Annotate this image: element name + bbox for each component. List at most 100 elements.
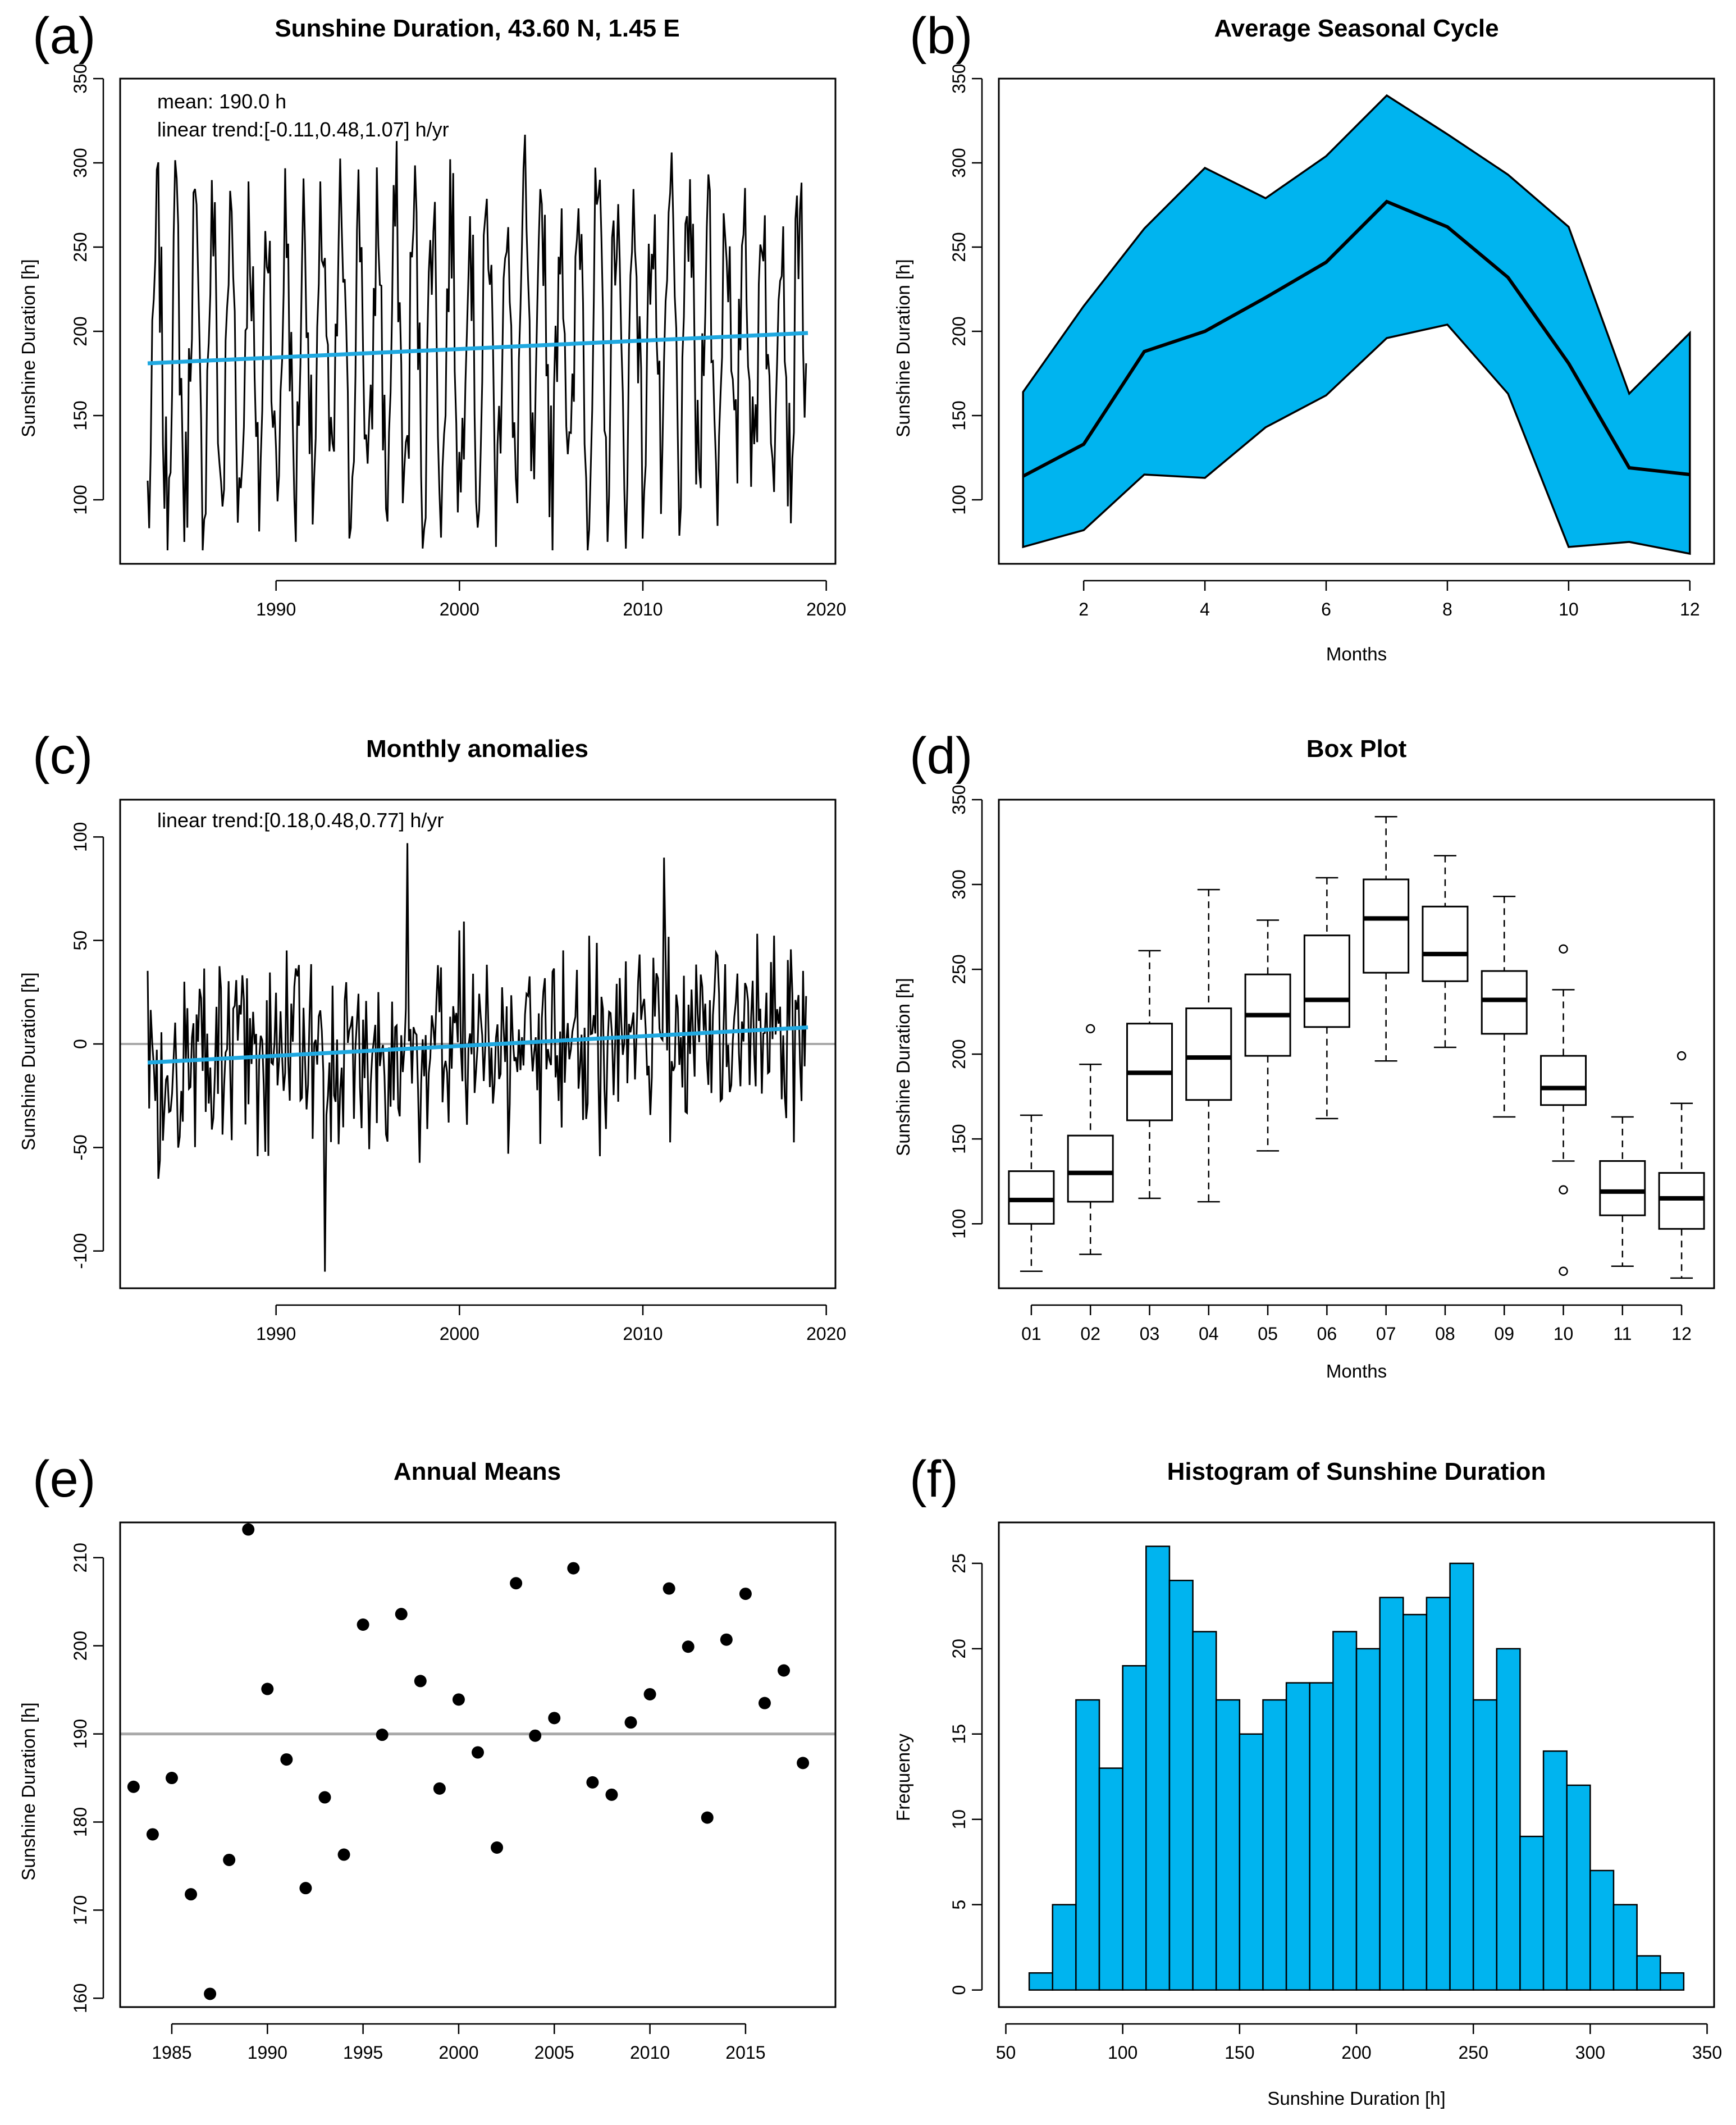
panel-e-point-2004 xyxy=(529,1729,542,1742)
panel-f-bar-110 xyxy=(1145,1545,1171,1991)
panel-f-ytick-label: 25 xyxy=(949,1553,969,1574)
panel-e-point-2005 xyxy=(548,1712,561,1725)
panel-f-bar-320 xyxy=(1636,1955,1661,1991)
panel-b-xtick-label: 6 xyxy=(1321,599,1331,619)
panel-f-bar-180 xyxy=(1309,1682,1334,1991)
panel-b-mean-line xyxy=(1022,199,1691,478)
box-02-iqr xyxy=(1067,1134,1114,1203)
panel-d-xtick-label: 10 xyxy=(1554,1324,1574,1344)
panel-d-ytick-label: 100 xyxy=(949,1209,969,1239)
box-08-iqr xyxy=(1422,905,1469,982)
panel-c-xtick-label: 1990 xyxy=(256,1324,296,1344)
panel-f-bar-330 xyxy=(1659,1972,1685,1991)
box-10-outlier xyxy=(1559,944,1568,954)
panel-e-annual-means: (e) Annual Means Sunshine Duration [h] 1… xyxy=(18,1451,837,2063)
panel-b-xtick-label: 12 xyxy=(1680,599,1700,619)
panel-a-plot-frame xyxy=(119,77,837,565)
box-01-iqr xyxy=(1008,1170,1055,1225)
panel-a-xtick-label: 2000 xyxy=(440,599,479,619)
panel-a-title: Sunshine Duration, 43.60 N, 1.45 E xyxy=(275,15,679,42)
panel-c-monthly-anomalies: (c) Monthly anomalies Sunshine Duration … xyxy=(18,727,846,1344)
panel-b-xtick-label: 10 xyxy=(1559,599,1579,619)
panel-e-plot-frame xyxy=(119,1521,837,2008)
panel-label-a: (a) xyxy=(33,7,95,65)
panel-e-point-1999 xyxy=(433,1782,446,1795)
panel-b-ytick-label: 150 xyxy=(949,400,969,430)
panel-d-xtick-label: 03 xyxy=(1140,1324,1160,1344)
panel-e-point-2002 xyxy=(491,1841,504,1854)
panel-f-bar-210 xyxy=(1379,1597,1404,1991)
panel-e-ytick-label: 190 xyxy=(70,1719,90,1749)
panel-e-point-1988 xyxy=(223,1853,236,1866)
panel-a-sunshine-duration: (a) Sunshine Duration, 43.60 N, 1.45 E S… xyxy=(18,7,846,619)
panel-c-ylabel: Sunshine Duration [h] xyxy=(18,972,39,1150)
panel-f-bar-230 xyxy=(1426,1597,1451,1991)
panel-f-xtick-label: 350 xyxy=(1692,2042,1722,2063)
box-02-outlier xyxy=(1085,1024,1095,1034)
panel-f-bar-150 xyxy=(1239,1733,1264,1991)
panel-d-xlabel: Months xyxy=(1326,1361,1387,1381)
panel-c-ytick-label: 0 xyxy=(70,1039,90,1049)
panel-e-point-1996 xyxy=(376,1729,389,1741)
panel-a-ytick-label: 200 xyxy=(70,316,90,346)
box-12-outlier xyxy=(1676,1051,1687,1061)
panel-f-bar-220 xyxy=(1402,1613,1428,1991)
panel-e-point-1986 xyxy=(185,1888,198,1901)
panel-e-ytick-label: 210 xyxy=(70,1543,90,1572)
panel-label-d: (d) xyxy=(910,727,972,785)
panel-f-ytick-label: 5 xyxy=(949,1900,969,1910)
panel-a-annotation-trend: linear trend:[-0.11,0.48,1.07] h/yr xyxy=(157,118,449,141)
panel-e-point-2010 xyxy=(643,1688,656,1700)
panel-c-xtick-label: 2020 xyxy=(806,1324,846,1344)
panel-e-point-2015 xyxy=(739,1588,752,1600)
panel-f-bar-270 xyxy=(1519,1835,1545,1991)
panel-e-ytick-label: 170 xyxy=(70,1895,90,1925)
panel-c-xtick-label: 2000 xyxy=(440,1324,479,1344)
box-10-outlier xyxy=(1559,1185,1568,1195)
panel-e-ytick-label: 200 xyxy=(70,1631,90,1661)
panel-f-bar-310 xyxy=(1612,1904,1638,1991)
panel-d-xtick-label: 11 xyxy=(1613,1324,1632,1344)
panel-a-ytick-label: 150 xyxy=(70,400,90,430)
box-09-iqr xyxy=(1481,970,1528,1035)
panel-e-point-1983 xyxy=(127,1780,140,1793)
panel-f-title: Histogram of Sunshine Duration xyxy=(1167,1458,1546,1485)
panel-f-bar-260 xyxy=(1496,1648,1521,1991)
panel-e-point-2008 xyxy=(605,1788,618,1801)
panel-e-point-2013 xyxy=(701,1811,714,1824)
panel-e-ytick-label: 160 xyxy=(70,1983,90,2013)
panel-f-xtick-label: 200 xyxy=(1341,2042,1371,2063)
panel-b-xtick-label: 4 xyxy=(1200,599,1210,619)
panel-b-xlabel: Months xyxy=(1326,644,1387,664)
box-10-outlier xyxy=(1559,1266,1568,1276)
panel-e-point-1997 xyxy=(395,1608,408,1621)
box-04-iqr xyxy=(1185,1007,1232,1101)
panel-b-average-seasonal-cycle: (b) Average Seasonal Cycle Sunshine Dura… xyxy=(893,7,1715,664)
panel-e-point-1998 xyxy=(414,1675,427,1688)
panel-e-point-2009 xyxy=(624,1716,637,1729)
panel-d-xtick-label: 08 xyxy=(1435,1324,1455,1344)
panel-f-ytick-label: 10 xyxy=(949,1809,969,1830)
panel-e-point-1992 xyxy=(299,1882,312,1895)
panel-a-series-line xyxy=(147,134,807,551)
panel-d-ytick-label: 250 xyxy=(949,954,969,984)
panel-d-xtick-label: 06 xyxy=(1317,1324,1337,1344)
panel-c-xtick-label: 2010 xyxy=(623,1324,663,1344)
panel-e-point-1984 xyxy=(146,1828,159,1841)
panel-label-b: (b) xyxy=(910,7,972,65)
panel-e-point-2016 xyxy=(758,1697,771,1709)
panel-e-xtick-label: 2010 xyxy=(630,2042,670,2063)
panel-f-bar-80 xyxy=(1075,1699,1100,1991)
panel-b-ytick-label: 200 xyxy=(949,316,969,346)
box-07-iqr xyxy=(1363,878,1410,974)
panel-d-title: Box Plot xyxy=(1306,735,1407,763)
panel-f-bar-280 xyxy=(1542,1750,1568,1991)
panel-e-xtick-label: 1985 xyxy=(152,2042,191,2063)
panel-f-bar-160 xyxy=(1262,1699,1287,1991)
panel-a-ylabel: Sunshine Duration [h] xyxy=(18,259,39,437)
panel-f-bar-140 xyxy=(1215,1699,1241,1991)
panel-b-ytick-label: 350 xyxy=(949,63,969,93)
panel-e-ylabel: Sunshine Duration [h] xyxy=(18,1702,39,1880)
panel-e-xtick-label: 2015 xyxy=(725,2042,765,2063)
